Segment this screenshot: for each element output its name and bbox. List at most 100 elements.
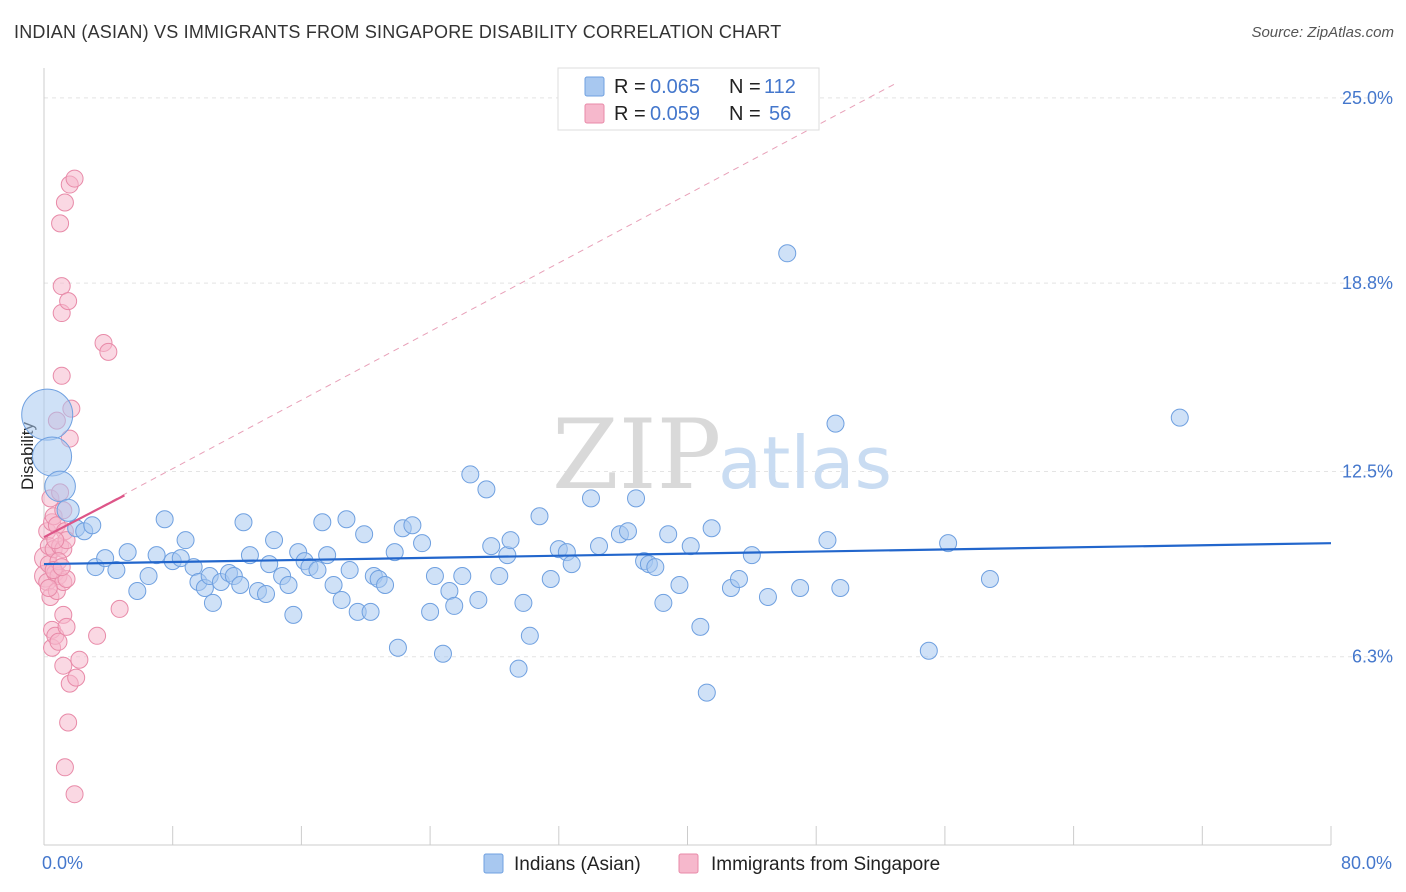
y-axis-label: Disability	[18, 421, 37, 490]
point-indians-104	[980, 570, 999, 589]
point-indians-66	[482, 537, 501, 556]
legend-n-value-indians: 112	[764, 76, 796, 98]
point-indians-101	[831, 578, 850, 597]
point-singapore-33	[57, 617, 76, 636]
point-indians-35	[284, 605, 303, 624]
point-indians-10	[118, 543, 137, 562]
point-indians-30	[257, 584, 276, 603]
point-indians-95	[742, 546, 761, 565]
point-indians-32	[265, 531, 284, 550]
point-indians-48	[361, 602, 380, 621]
point-indians-62	[453, 567, 472, 586]
point-indians-97	[778, 244, 797, 263]
point-indians-14	[155, 510, 174, 529]
point-indians-59	[433, 644, 452, 663]
point-indians-12	[139, 567, 158, 586]
point-indians-64	[469, 590, 488, 609]
point-indians-42	[324, 576, 343, 595]
gridlines	[44, 97, 1391, 658]
point-indians-78	[581, 489, 600, 508]
point-indians-70	[509, 659, 528, 678]
point-singapore-49	[39, 578, 58, 597]
point-indians-73	[530, 507, 549, 526]
point-indians-22	[203, 593, 222, 612]
point-indians-56	[413, 534, 432, 553]
point-indians-65	[477, 480, 496, 499]
legend-n-label-singapore: N =	[729, 103, 761, 125]
bottom-legend-label-indians: Indians (Asian)	[514, 854, 641, 875]
point-indians-41	[318, 546, 337, 565]
point-indians-52	[385, 543, 404, 562]
point-indians-3	[56, 498, 80, 522]
point-indians-87	[659, 525, 678, 544]
point-indians-2	[44, 470, 76, 503]
point-indians-79	[590, 537, 609, 556]
point-indians-17	[176, 531, 195, 550]
point-indians-68	[498, 546, 517, 565]
point-indians-57	[421, 602, 440, 621]
point-indians-105	[1170, 408, 1189, 427]
point-indians-9	[107, 561, 126, 580]
legend-r-label-indians: R =	[614, 76, 646, 98]
data-points	[21, 169, 1332, 804]
point-indians-91	[697, 683, 716, 702]
point-indians-74	[541, 570, 560, 589]
point-indians-13	[147, 546, 166, 565]
point-singapore-22	[51, 214, 70, 233]
point-indians-69	[501, 531, 520, 550]
point-singapore-41	[67, 668, 86, 687]
point-indians-72	[520, 626, 539, 645]
point-indians-60	[440, 581, 459, 600]
point-indians-63	[461, 465, 480, 484]
point-singapore-23	[52, 277, 71, 296]
point-indians-0	[21, 388, 74, 441]
chart-title: INDIAN (ASIAN) VS IMMIGRANTS FROM SINGAP…	[14, 22, 782, 42]
trend-line-singapore	[43, 494, 125, 539]
point-indians-55	[403, 516, 422, 535]
point-indians-45	[340, 561, 359, 580]
point-singapore-43	[55, 758, 74, 777]
point-indians-102	[919, 641, 938, 660]
point-indians-1	[31, 436, 73, 477]
point-indians-100	[826, 414, 845, 433]
point-indians-81	[618, 522, 637, 541]
point-indians-11	[128, 581, 147, 600]
point-indians-31	[260, 555, 279, 574]
point-indians-34	[279, 576, 298, 595]
point-indians-51	[376, 576, 395, 595]
legend-r-value-singapore: 0.059	[650, 103, 700, 125]
point-indians-98	[791, 578, 810, 597]
point-indians-40	[313, 513, 332, 532]
point-singapore-28	[54, 656, 73, 675]
trend-line-singapore-extrapolated	[43, 82, 897, 538]
legend-r-value-indians: 0.065	[650, 76, 700, 98]
point-indians-88	[670, 576, 689, 595]
bottom-legend-swatch-indians	[483, 853, 504, 874]
point-singapore-34	[59, 292, 78, 311]
legend-swatch-singapore	[584, 103, 605, 124]
point-indians-27	[234, 513, 253, 532]
point-indians-86	[654, 593, 673, 612]
point-indians-82	[627, 489, 646, 508]
point-singapore-55	[52, 558, 71, 577]
point-singapore-42	[70, 650, 89, 669]
point-indians-92	[702, 519, 721, 538]
legend-r-label-singapore: R =	[614, 103, 646, 125]
point-indians-99	[818, 531, 837, 550]
point-indians-90	[691, 617, 710, 636]
bottom-legend: Indians (Asian) Immigrants from Singapor…	[483, 853, 940, 875]
point-indians-39	[308, 561, 327, 580]
trend-line-indians	[43, 542, 1332, 566]
point-indians-89	[681, 537, 700, 556]
point-singapore-53	[110, 599, 129, 618]
point-indians-71	[514, 593, 533, 612]
point-indians-67	[490, 567, 509, 586]
point-indians-47	[355, 525, 374, 544]
point-indians-85	[646, 558, 665, 577]
point-indians-53	[388, 638, 407, 657]
point-indians-26	[231, 576, 250, 595]
point-singapore-24	[52, 366, 71, 385]
y-tick-label-1: 12.5%	[1342, 461, 1393, 481]
watermark-atlas: atlas	[718, 421, 892, 505]
